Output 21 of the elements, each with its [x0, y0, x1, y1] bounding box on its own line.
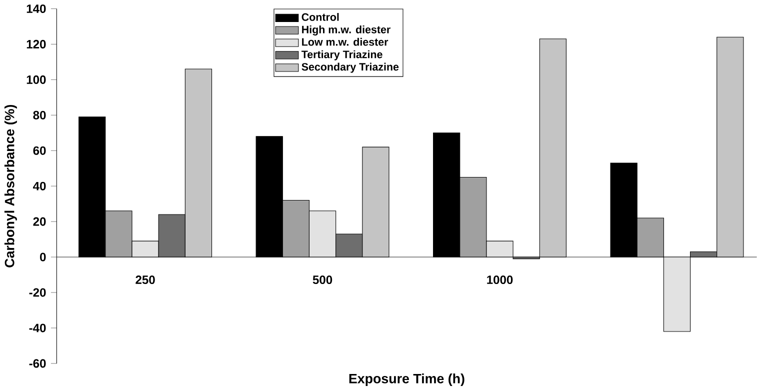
- y-tick-label: 0: [40, 252, 46, 262]
- legend-label: High m.w. diester: [302, 25, 390, 36]
- y-tick-label: -40: [29, 323, 46, 332]
- y-tick-label: -20: [29, 288, 46, 297]
- legend-label: Tertiary Triazine: [301, 50, 382, 60]
- x-axis-title: Exposure Time (h): [349, 373, 464, 386]
- y-tick-label: 140: [26, 4, 46, 13]
- y-tick-label: 100: [26, 75, 46, 84]
- y-tick-label: 60: [33, 146, 46, 155]
- legend-label: Secondary Triazine: [302, 62, 399, 73]
- x-tick-label: 1000: [487, 275, 513, 284]
- y-axis-title: Carbonyl Absorbance (%): [4, 104, 17, 268]
- y-tick-label: 40: [33, 182, 46, 190]
- y-tick-label: 120: [26, 40, 46, 48]
- x-tick-label: 500: [312, 275, 332, 284]
- y-tick-label: 80: [33, 110, 46, 120]
- legend-label: Control: [302, 12, 339, 21]
- legend-label: Low m.w. diester: [302, 38, 388, 46]
- y-tick-label: -60: [29, 358, 46, 368]
- y-tick-label: 20: [33, 217, 46, 226]
- x-tick-label: 250: [136, 275, 155, 284]
